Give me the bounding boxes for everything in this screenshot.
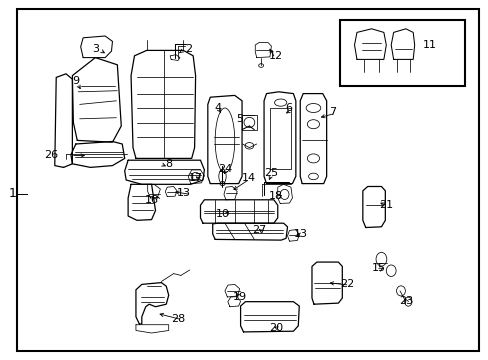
Text: 17: 17 — [188, 173, 202, 183]
Text: 22: 22 — [339, 279, 354, 289]
Text: 26: 26 — [44, 150, 58, 160]
Bar — [339, 20, 464, 86]
Text: 21: 21 — [379, 200, 392, 210]
Text: 24: 24 — [217, 164, 232, 174]
Text: 16: 16 — [144, 195, 158, 205]
Text: 7: 7 — [328, 107, 335, 117]
Text: 1: 1 — [8, 187, 16, 200]
Text: 9: 9 — [72, 76, 79, 86]
Text: 3: 3 — [92, 44, 99, 54]
Text: 15: 15 — [371, 263, 385, 273]
Text: 14: 14 — [242, 173, 256, 183]
Text: 13: 13 — [176, 188, 190, 198]
Text: 2: 2 — [184, 44, 191, 54]
Text: 4: 4 — [214, 103, 221, 113]
Text: 19: 19 — [232, 292, 246, 302]
Text: 10: 10 — [215, 209, 229, 219]
Text: 18: 18 — [269, 191, 283, 201]
Text: 20: 20 — [269, 323, 283, 333]
Text: 5: 5 — [236, 114, 243, 124]
Text: 12: 12 — [269, 51, 283, 61]
Text: 13: 13 — [293, 229, 307, 239]
Text: 11: 11 — [423, 40, 436, 50]
Text: 6: 6 — [285, 103, 291, 113]
Text: 23: 23 — [398, 296, 412, 306]
Text: 25: 25 — [264, 168, 278, 178]
Text: 8: 8 — [165, 159, 172, 169]
Text: 27: 27 — [251, 225, 266, 235]
Text: 28: 28 — [171, 314, 185, 324]
